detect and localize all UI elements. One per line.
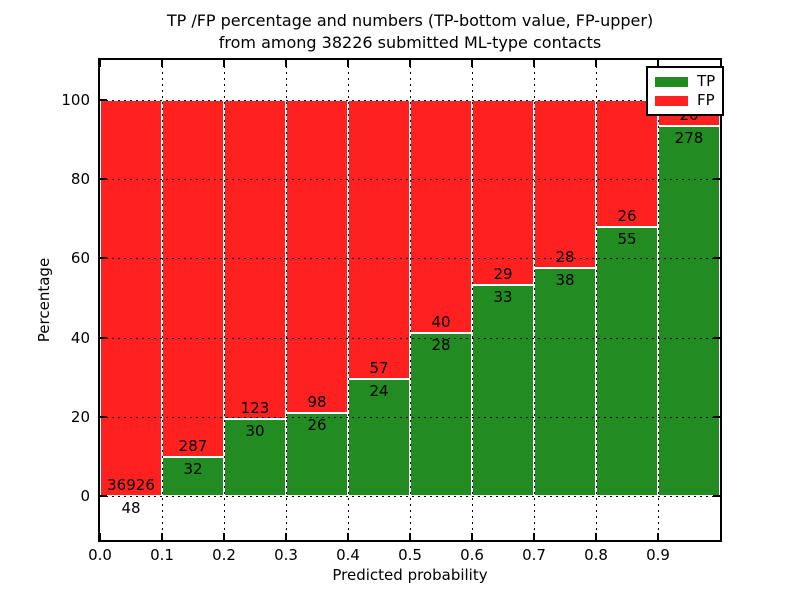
y-tick-label-0: 0 — [80, 487, 90, 506]
x-tick-bottom-0.4 — [347, 533, 349, 540]
x-tick-bottom-0.7 — [533, 533, 535, 540]
bar-tp-0.1-0.2 — [162, 456, 224, 497]
y-tick-right-60 — [713, 257, 720, 260]
legend-label-tp: TP — [697, 72, 716, 90]
tp-count-label-0.1-0.2: 32 — [183, 459, 203, 478]
x-tick-top-0.6 — [471, 60, 473, 67]
bar-fp-0.1-0.2 — [162, 99, 224, 457]
chart-title-line1: TP /FP percentage and numbers (TP-bottom… — [166, 11, 654, 30]
chart-title: TP /FP percentage and numbers (TP-bottom… — [90, 10, 730, 54]
x-tick-bottom-0.2 — [223, 533, 225, 540]
y-tick-label-100: 100 — [61, 90, 90, 109]
x-tick-label-0.3: 0.3 — [274, 546, 298, 564]
y-tick-left-0 — [100, 495, 107, 498]
x-tick-bottom-0.3 — [285, 533, 287, 540]
fp-count-label-0.1-0.2: 287 — [178, 436, 208, 455]
y-tick-right-80 — [713, 178, 720, 181]
y-tick-left-40 — [100, 336, 107, 339]
bar-tp-0.6-0.7 — [472, 285, 534, 497]
fp-count-label-0.3-0.4: 98 — [307, 393, 327, 412]
fp-count-label-0.4-0.5: 57 — [369, 358, 389, 377]
legend-entry-tp: TP — [655, 72, 715, 91]
bar-tp-0.0-0.1 — [100, 495, 162, 498]
bar-tp-0.5-0.6 — [410, 333, 472, 497]
x-tick-top-0.7 — [533, 60, 535, 67]
bar-tp-0.3-0.4 — [286, 413, 348, 497]
bar-fp-0.6-0.7 — [472, 99, 534, 286]
fp-color-swatch — [655, 95, 688, 106]
fp-count-label-0.7-0.8: 28 — [555, 247, 575, 266]
fp-count-label-0.8-0.9: 26 — [617, 207, 637, 226]
tp-count-label-0.3-0.4: 26 — [307, 416, 327, 435]
bar-fp-0.2-0.3 — [224, 99, 286, 419]
fp-count-label-0.6-0.7: 29 — [493, 265, 513, 284]
x-tick-label-0.4: 0.4 — [336, 546, 360, 564]
x-tick-label-0.1: 0.1 — [150, 546, 174, 564]
bar-fp-0.3-0.4 — [286, 99, 348, 414]
x-tick-label-0.2: 0.2 — [212, 546, 236, 564]
y-tick-left-80 — [100, 178, 107, 181]
x-axis-label: Predicted probability — [332, 566, 488, 584]
y-tick-right-0 — [713, 495, 720, 498]
x-tick-top-0.2 — [223, 60, 225, 67]
x-tick-label-0.9: 0.9 — [646, 546, 670, 564]
tp-count-label-0.4-0.5: 24 — [369, 381, 389, 400]
y-tick-label-40: 40 — [70, 328, 90, 347]
fp-count-label-0.0-0.1: 36926 — [107, 475, 155, 494]
x-tick-bottom-0.6 — [471, 533, 473, 540]
bar-fp-0.5-0.6 — [410, 99, 472, 334]
y-tick-label-20: 20 — [70, 408, 90, 427]
x-tick-bottom-0.5 — [409, 533, 411, 540]
x-tick-top-0.5 — [409, 60, 411, 67]
x-tick-bottom-0 — [99, 533, 101, 540]
tp-count-label-0.2-0.3: 30 — [245, 421, 265, 440]
y-tick-label-60: 60 — [70, 249, 90, 268]
y-tick-label-80: 80 — [70, 170, 90, 189]
bar-fp-0.0-0.1 — [100, 99, 162, 496]
x-tick-top-0.4 — [347, 60, 349, 67]
fp-count-label-0.2-0.3: 123 — [240, 398, 270, 417]
bar-fp-0.8-0.9 — [596, 99, 658, 228]
legend-label-fp: FP — [697, 91, 715, 109]
x-tick-top-0.8 — [595, 60, 597, 67]
y-tick-right-40 — [713, 336, 720, 339]
tp-color-swatch — [655, 76, 688, 87]
legend: TP FP — [646, 66, 725, 116]
tp-count-label-0.5-0.6: 28 — [431, 336, 451, 355]
gridline-y-0 — [100, 496, 720, 498]
bar-tp-0.7-0.8 — [534, 267, 596, 497]
bar-fp-0.7-0.8 — [534, 99, 596, 268]
y-axis-label: Percentage — [35, 257, 53, 343]
y-tick-right-20 — [713, 416, 720, 419]
x-tick-bottom-0.8 — [595, 533, 597, 540]
y-tick-left-20 — [100, 416, 107, 419]
plot-area: 36926 48 287 32 123 30 98 26 57 24 40 28 29 33 28 38 26 5… — [98, 58, 722, 542]
bar-fp-0.4-0.5 — [348, 99, 410, 379]
tp-count-label-0.7-0.8: 38 — [555, 270, 575, 289]
x-tick-bottom-0.1 — [161, 533, 163, 540]
tp-count-label-0.6-0.7: 33 — [493, 288, 513, 307]
tp-count-label-0.9-1.0: 278 — [674, 129, 704, 148]
x-tick-top-0.1 — [161, 60, 163, 67]
legend-entry-fp: FP — [655, 91, 715, 110]
x-tick-label-0.0: 0.0 — [88, 546, 112, 564]
bar-tp-0.8-0.9 — [596, 227, 658, 497]
x-tick-bottom-0.9 — [657, 533, 659, 540]
fp-count-label-0.5-0.6: 40 — [431, 313, 451, 332]
x-tick-label-0.7: 0.7 — [522, 546, 546, 564]
x-tick-label-0.6: 0.6 — [460, 546, 484, 564]
x-tick-top-0.3 — [285, 60, 287, 67]
chart-title-line2: from among 38226 submitted ML-type conta… — [218, 33, 602, 52]
x-tick-label-0.5: 0.5 — [398, 546, 422, 564]
x-tick-top-0 — [99, 60, 101, 67]
bar-tp-0.2-0.3 — [224, 418, 286, 497]
tp-count-label-0.0-0.1: 48 — [121, 498, 141, 517]
bar-tp-0.9-1.0 — [658, 126, 720, 497]
x-tick-label-0.8: 0.8 — [584, 546, 608, 564]
y-tick-left-60 — [100, 257, 107, 260]
tp-count-label-0.8-0.9: 55 — [617, 230, 637, 249]
y-tick-left-100 — [100, 98, 107, 101]
